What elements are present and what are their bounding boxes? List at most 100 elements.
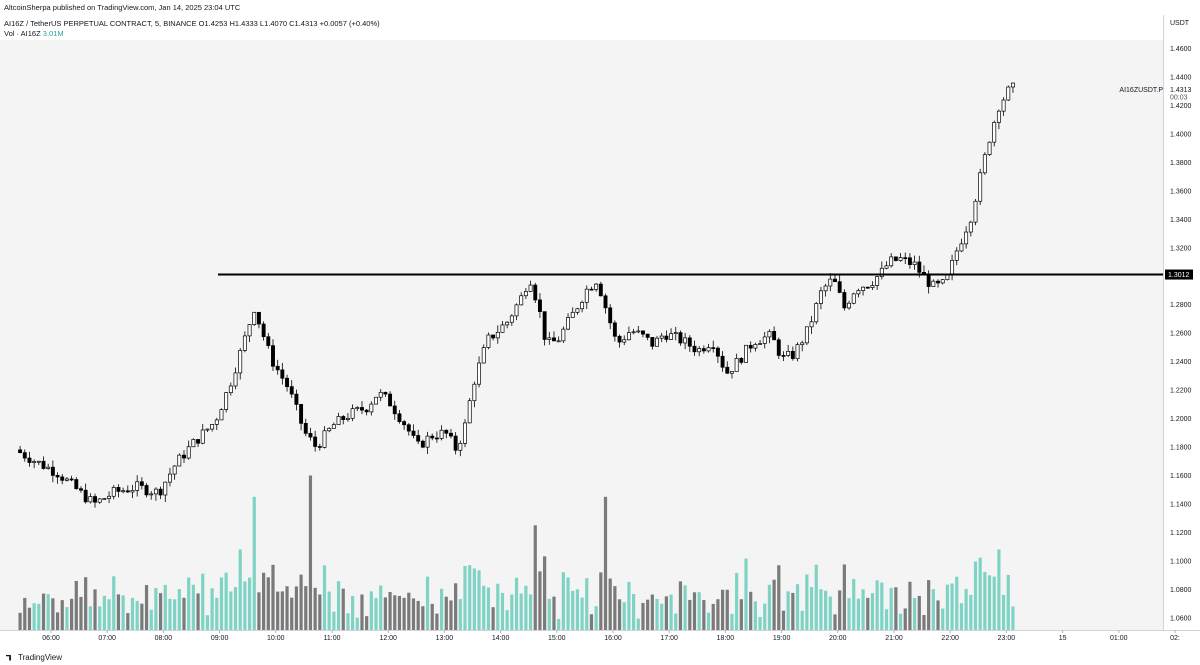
candle-down [261,323,266,338]
time-tick-label: 08:00 [155,635,173,642]
candle-up [786,350,791,356]
time-tick-label: 20:00 [829,635,847,642]
volume-bar [243,581,247,630]
candle-up [655,337,659,347]
volume-bar [201,573,205,630]
volume-bar [1006,574,1010,630]
level-price-tag [1165,269,1193,280]
time-tick-label: 13:00 [436,635,454,642]
volume-bar [805,574,809,630]
candle-down [589,288,594,291]
candle-up [46,466,51,469]
candle-down [598,283,603,297]
candle-down [645,333,650,338]
price-tick-label: 1.4600 [1170,46,1192,53]
candle-up [509,315,514,323]
volume-bar [861,589,865,630]
volume-bar [632,593,636,630]
volume-bar [627,581,631,630]
volume-bar [130,597,135,630]
candle-up [912,261,917,265]
volume-bar [828,596,832,630]
volume-bar [950,583,954,630]
candle-up [111,487,116,497]
volume-bar [580,597,584,630]
volume-bar [688,599,692,630]
volume-bar [819,589,823,630]
time-tick-label: 22:00 [941,635,959,642]
candle-down [74,479,79,490]
time-tick-label: 07:00 [98,635,116,642]
volume-bar [257,592,261,630]
volume-bar [205,615,210,630]
candle-down [701,348,706,352]
candle-down [196,439,201,444]
volume-bar [187,577,191,630]
volume-indicator-label[interactable]: Vol · AI16Z 3.01M [4,29,64,38]
volume-bar [983,572,987,630]
candle-up [163,481,168,496]
candle-up [252,311,257,325]
volume-bar [655,598,659,630]
volume-bar [809,587,814,630]
candle-down [18,449,23,453]
volume-bar [524,585,528,630]
price-tick-label: 1.3600 [1170,188,1192,195]
time-tick-label: 02: [1170,635,1180,642]
volume-bar [791,592,795,630]
candle-up [861,286,866,291]
volume-bar [753,601,757,630]
volume-bar [552,596,556,630]
symbol-ohlc-line[interactable]: AI16Z / TetherUS PERPETUAL CONTRACT, 5, … [4,19,380,28]
volume-bar [772,579,776,630]
tradingview-footer[interactable]: TradingView [6,653,62,662]
candle-down [776,339,781,356]
volume-bar [608,578,612,630]
volume-bar [210,588,214,630]
candle-up [32,461,37,463]
volume-bar [528,594,533,630]
candle-down [748,344,753,349]
candle-up [556,340,561,343]
candle-up [566,317,570,330]
candle-down [552,337,556,342]
candle-down [790,350,795,359]
volume-bar [41,593,46,630]
candle-down [364,409,369,413]
candle-down [280,369,285,379]
candle-down [917,261,922,273]
candle-up [477,362,482,385]
price-tick-label: 1.0800 [1170,587,1192,594]
candle-up [97,498,102,503]
candle-up [168,473,172,483]
candle-down [711,347,716,349]
volume-bar [936,600,940,630]
volume-bar [168,598,172,630]
volume-bar [847,598,851,630]
volume-bar [468,565,472,630]
candle-up [331,424,336,429]
candle-down [93,496,97,503]
volume-bar [664,596,668,630]
volume-bar [880,582,884,630]
candle-down [285,377,289,387]
volume-bar [51,598,55,630]
candle-up [992,122,997,143]
candle-up [1001,99,1006,112]
candle-down [402,421,407,426]
candle-down [936,280,940,284]
candle-down [392,405,397,415]
volume-bar [304,586,308,630]
volume-bar [351,596,355,630]
volume-bar [229,591,233,630]
volume-bar [84,577,88,630]
price-tick-label: 1.1400 [1170,501,1192,508]
candle-up [200,429,205,444]
volume-bar [332,611,336,630]
candle-down [430,435,435,439]
candle-up [898,257,903,261]
volume-bar [917,595,921,630]
candle-up [472,383,477,402]
candle-down [725,366,730,374]
